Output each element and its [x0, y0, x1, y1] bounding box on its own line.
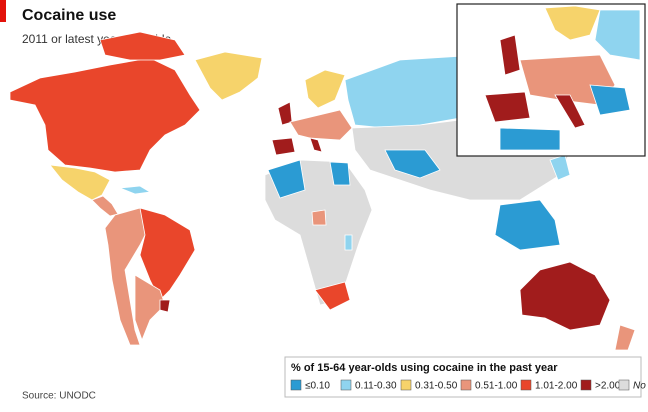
arctic-islands — [99, 31, 186, 61]
inset-north-africa — [499, 127, 561, 151]
italy — [309, 137, 323, 153]
south-africa — [314, 281, 351, 311]
southeast-asia — [494, 199, 561, 251]
europe — [289, 109, 353, 141]
mexico — [49, 164, 111, 201]
spain — [271, 137, 296, 156]
egypt — [329, 161, 351, 186]
legend-swatch — [290, 379, 302, 391]
uruguay — [159, 299, 171, 313]
argentina — [134, 274, 166, 342]
north-africa — [267, 159, 306, 199]
japan-korea — [549, 154, 571, 181]
legend-label: ≤0.10 — [305, 381, 330, 392]
europe-inset — [456, 3, 646, 157]
inset-russia — [594, 9, 641, 61]
nigeria — [311, 209, 327, 226]
legend-box — [284, 356, 642, 398]
new-zealand — [614, 324, 636, 351]
corner-mark — [0, 0, 6, 22]
legend-label: 0.51-1.00 — [475, 381, 518, 392]
legend-swatch — [460, 379, 472, 391]
legend-swatch — [340, 379, 352, 391]
source: Source: UNODC — [22, 391, 96, 402]
legend-label: 1.01-2.00 — [535, 381, 578, 392]
brazil — [139, 207, 196, 301]
australia — [519, 261, 611, 331]
legend-swatch — [580, 379, 592, 391]
north-america — [9, 57, 201, 173]
inset-scandinavia — [544, 5, 601, 41]
scandinavia — [304, 69, 346, 109]
greenland — [194, 51, 263, 101]
central-asia — [384, 149, 441, 179]
title: Cocaine use — [22, 7, 116, 24]
legend: % of 15-64 year-olds using cocaine in th… — [284, 356, 648, 398]
kenya — [344, 234, 353, 251]
legend-swatch — [400, 379, 412, 391]
legend-label: >2.00 — [595, 381, 621, 392]
legend-swatch — [618, 379, 630, 391]
legend-label: 0.11-0.30 — [355, 381, 397, 392]
caribbean — [119, 185, 152, 195]
legend-label: No data — [633, 381, 648, 392]
inset-uk — [499, 34, 521, 76]
legend-swatch — [520, 379, 532, 391]
legend-label: 0.31-0.50 — [415, 381, 458, 392]
inset-balkans — [589, 84, 631, 116]
inset-spain — [484, 91, 531, 123]
inset-italy — [554, 94, 586, 129]
legend-title: % of 15-64 year-olds using cocaine in th… — [291, 362, 558, 374]
